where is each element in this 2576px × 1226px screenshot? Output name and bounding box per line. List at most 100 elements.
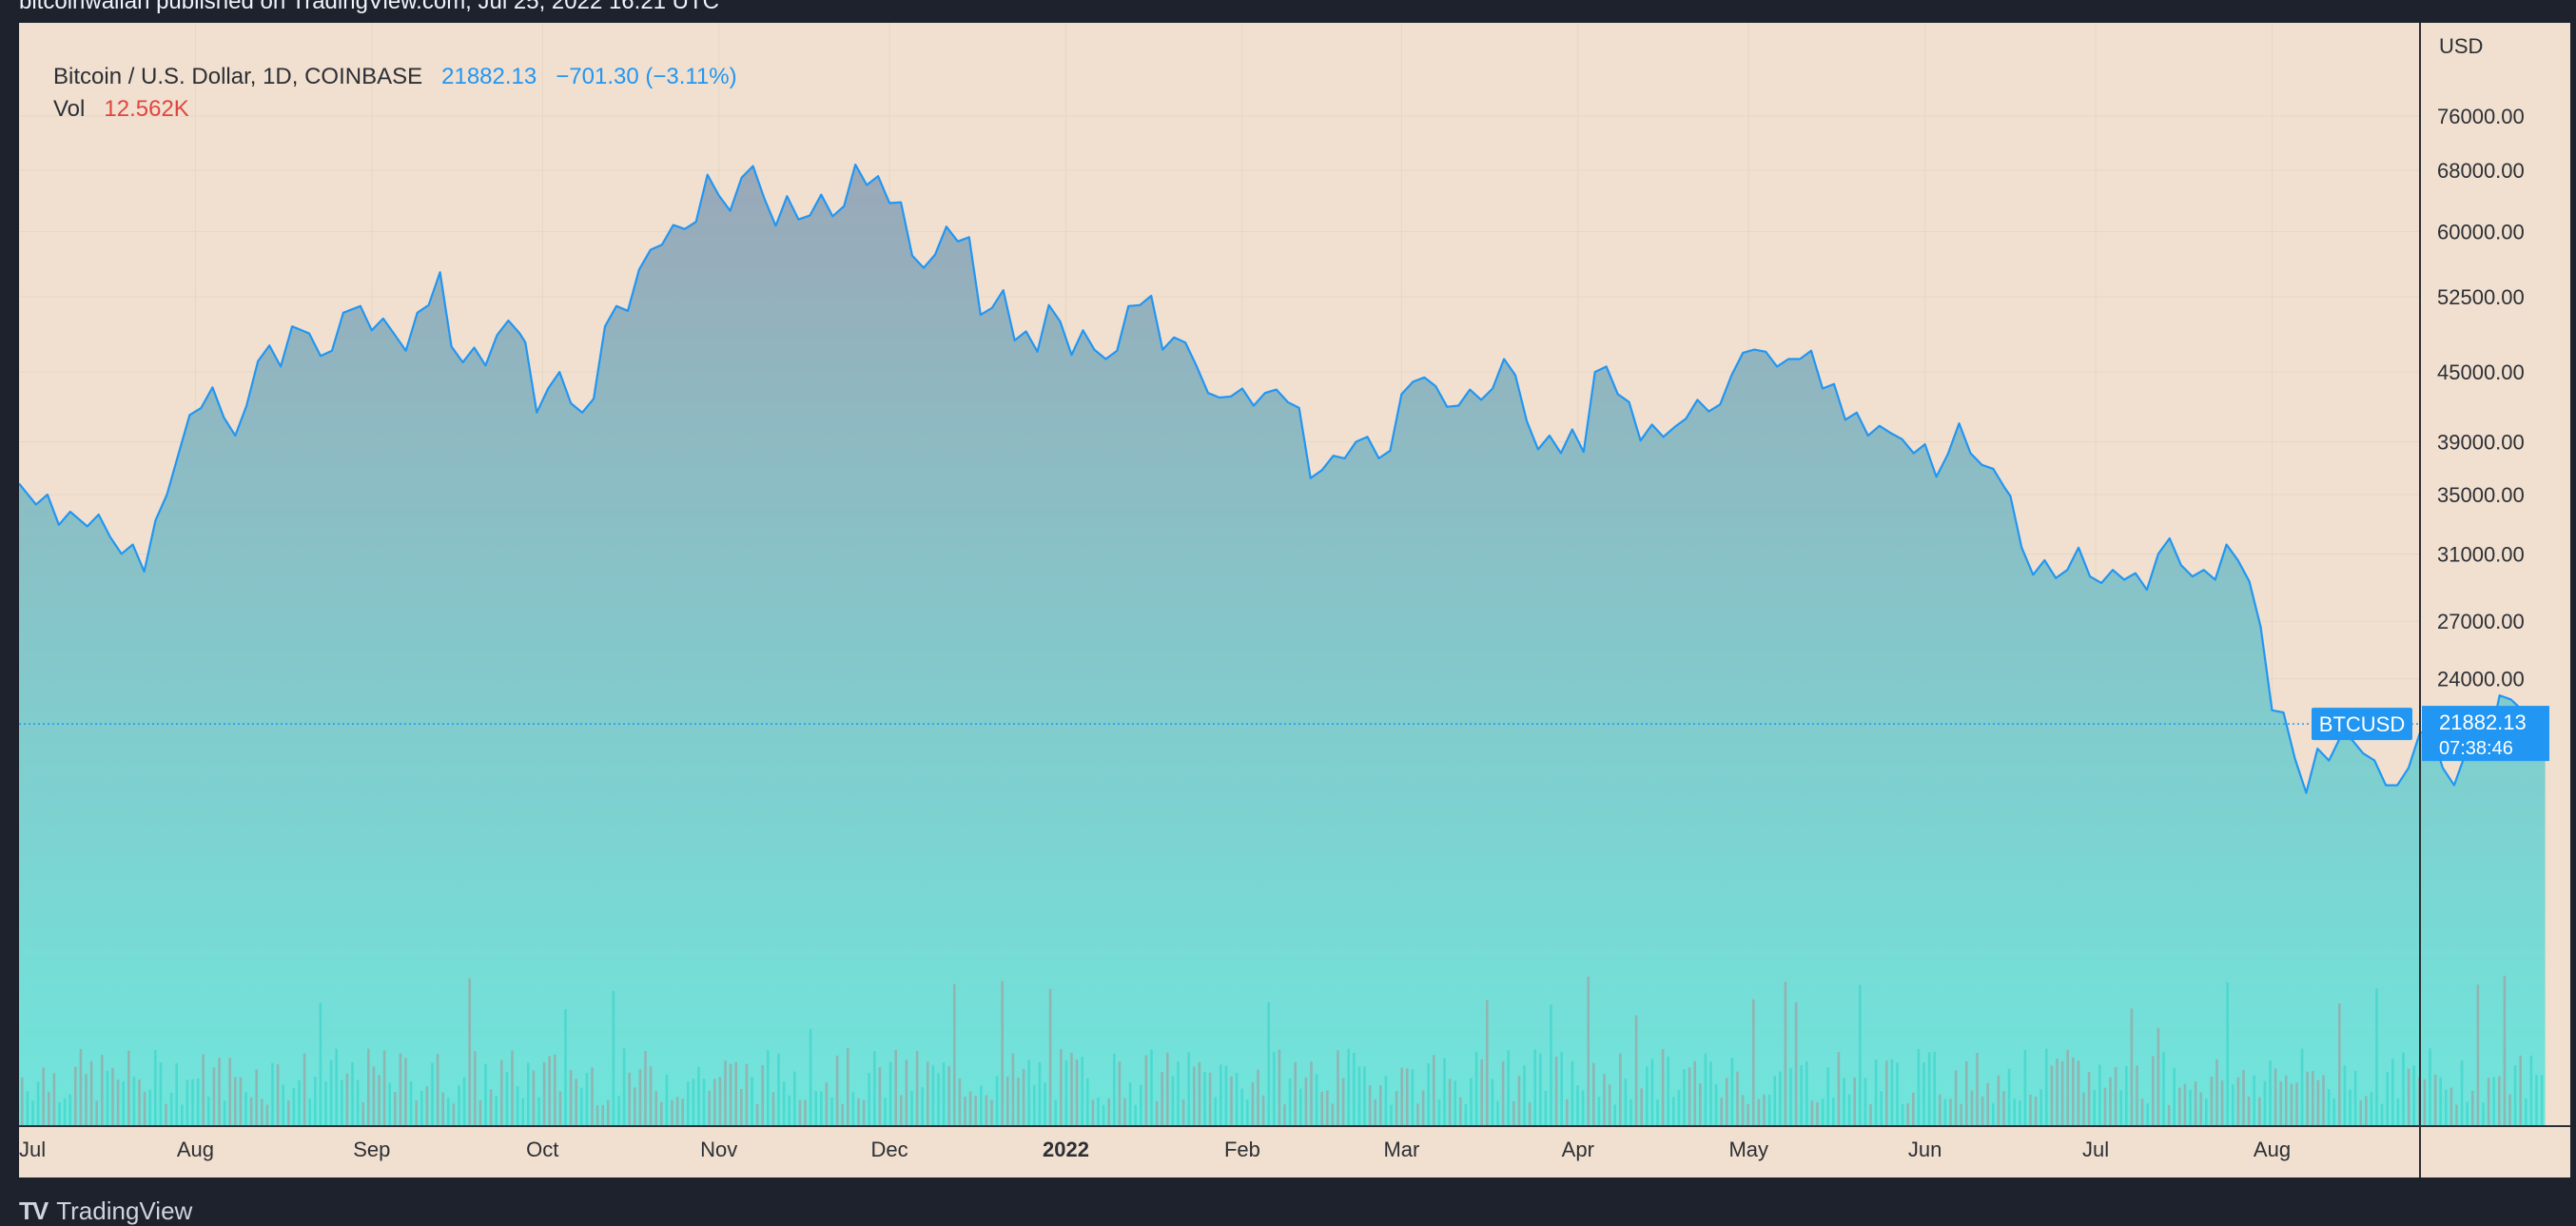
volume-bar	[249, 1097, 253, 1126]
volume-bar	[729, 1063, 732, 1126]
volume-bar	[2529, 1055, 2533, 1126]
volume-bar	[1486, 1000, 1489, 1126]
volume-bar	[2471, 1090, 2474, 1126]
volume-bar	[2316, 1080, 2320, 1126]
volume-bar	[101, 1054, 104, 1126]
volume-bar	[841, 1103, 844, 1126]
y-tick-label: 60000.00	[2437, 220, 2525, 243]
volume-bar	[2535, 1075, 2538, 1126]
volume-bar	[2130, 1008, 2134, 1126]
volume-bar	[116, 1079, 120, 1126]
volume-bar	[1181, 1100, 1185, 1126]
tradingview-logo[interactable]: TV TradingView	[19, 1197, 192, 1226]
volume-bar	[436, 1053, 439, 1126]
volume-bar	[2210, 1076, 2214, 1126]
volume-bar	[1634, 1015, 1638, 1126]
volume-bar	[660, 1101, 663, 1126]
volume-bar	[1304, 1077, 1308, 1126]
y-tick-label: 27000.00	[2437, 610, 2525, 633]
volume-bar	[2093, 1089, 2096, 1126]
x-tick-label: Jul	[2082, 1138, 2109, 1161]
volume-bar	[48, 1091, 50, 1126]
volume-bar	[835, 1055, 839, 1126]
volume-bar	[2183, 1083, 2187, 1126]
volume-bar	[585, 1072, 589, 1126]
volume-bar	[1326, 1090, 1329, 1126]
volume-bar	[1134, 1104, 1137, 1126]
x-tick-label: Oct	[526, 1138, 558, 1161]
volume-bar	[1224, 1065, 1228, 1126]
volume-bar	[1454, 1080, 1456, 1126]
volume-bar	[601, 1104, 604, 1126]
volume-bar	[675, 1097, 679, 1126]
volume-bar	[169, 1093, 173, 1126]
volume-bar	[2279, 1080, 2282, 1126]
volume-bar	[1533, 1049, 1536, 1126]
volume-bar	[394, 1092, 397, 1126]
price-tag	[2422, 706, 2549, 762]
volume-bar	[2140, 1099, 2144, 1126]
volume-bar	[292, 1087, 296, 1126]
volume-bar	[2189, 1089, 2192, 1126]
volume-bar	[356, 1080, 360, 1126]
volume-bar	[558, 1091, 562, 1126]
volume-bar	[2173, 1067, 2176, 1126]
volume-bar	[1837, 1052, 1841, 1126]
volume-bar	[1726, 1078, 1728, 1126]
volume-bar	[74, 1066, 77, 1126]
volume-bar	[1667, 1056, 1669, 1126]
volume-bar	[644, 1051, 647, 1126]
volume-bar	[1970, 1090, 1974, 1126]
volume-bar	[2232, 1084, 2234, 1126]
volume-bar	[2476, 984, 2480, 1126]
volume-bar	[1986, 1082, 1989, 1126]
volume-bar	[271, 1062, 274, 1126]
volume-bar	[1613, 1104, 1616, 1126]
volume-bar	[1976, 1053, 1979, 1126]
volume-bar	[1688, 1067, 1691, 1126]
symbol-description[interactable]: Bitcoin / U.S. Dollar, 1D, COINBASE	[53, 64, 423, 89]
volume-bar	[931, 1064, 935, 1126]
volume-bar	[1816, 1101, 1819, 1126]
volume-bar	[404, 1058, 407, 1126]
symbol-tag	[2312, 708, 2412, 741]
volume-bar	[52, 1073, 56, 1126]
volume-bar	[1741, 1095, 1745, 1126]
volume-bar	[734, 1061, 737, 1126]
volume-bar	[777, 1053, 780, 1126]
volume-bar	[111, 1067, 114, 1126]
volume-bar	[420, 1090, 423, 1126]
volume-bar	[196, 1078, 200, 1126]
volume-bar	[382, 1050, 386, 1126]
volume-bar	[1501, 1061, 1505, 1126]
volume-bar	[255, 1069, 258, 1126]
volume-bar	[2290, 1083, 2293, 1126]
volume-bar	[132, 1077, 136, 1126]
volume-label[interactable]: Vol	[53, 96, 86, 122]
volume-bar	[1779, 1071, 1782, 1126]
volume-bar	[671, 1100, 673, 1126]
volume-bar	[980, 1085, 983, 1126]
volume-bar	[36, 1081, 40, 1126]
y-tick-label: 39000.00	[2437, 431, 2525, 455]
volume-bar	[537, 1097, 540, 1126]
volume-bar	[1954, 1070, 1958, 1126]
volume-bar	[745, 1063, 749, 1126]
volume-bar	[2002, 1091, 2005, 1126]
volume-bar	[185, 1080, 189, 1126]
volume-bar	[1869, 1104, 1872, 1126]
volume-bar	[324, 1081, 327, 1126]
volume-bar	[622, 1048, 626, 1126]
volume-bar	[665, 1075, 669, 1126]
volume-bar	[308, 1098, 311, 1126]
volume-bar	[2380, 1103, 2384, 1126]
volume-bar	[942, 1061, 946, 1126]
chart-area[interactable]: 76000.00 68000.00 60000.00 52500.00 45000.00…	[19, 23, 2570, 1177]
volume-bar	[788, 1095, 790, 1126]
tradingview-logo-icon: TV	[19, 1197, 49, 1225]
volume-bar	[1901, 1104, 1904, 1126]
price-chart[interactable]: 76000.00 68000.00 60000.00 52500.00 45000.00…	[19, 23, 2570, 1177]
volume-bar	[1736, 1071, 1739, 1126]
x-tick-label: Jun	[1908, 1138, 1942, 1161]
volume-bar	[937, 1073, 940, 1126]
